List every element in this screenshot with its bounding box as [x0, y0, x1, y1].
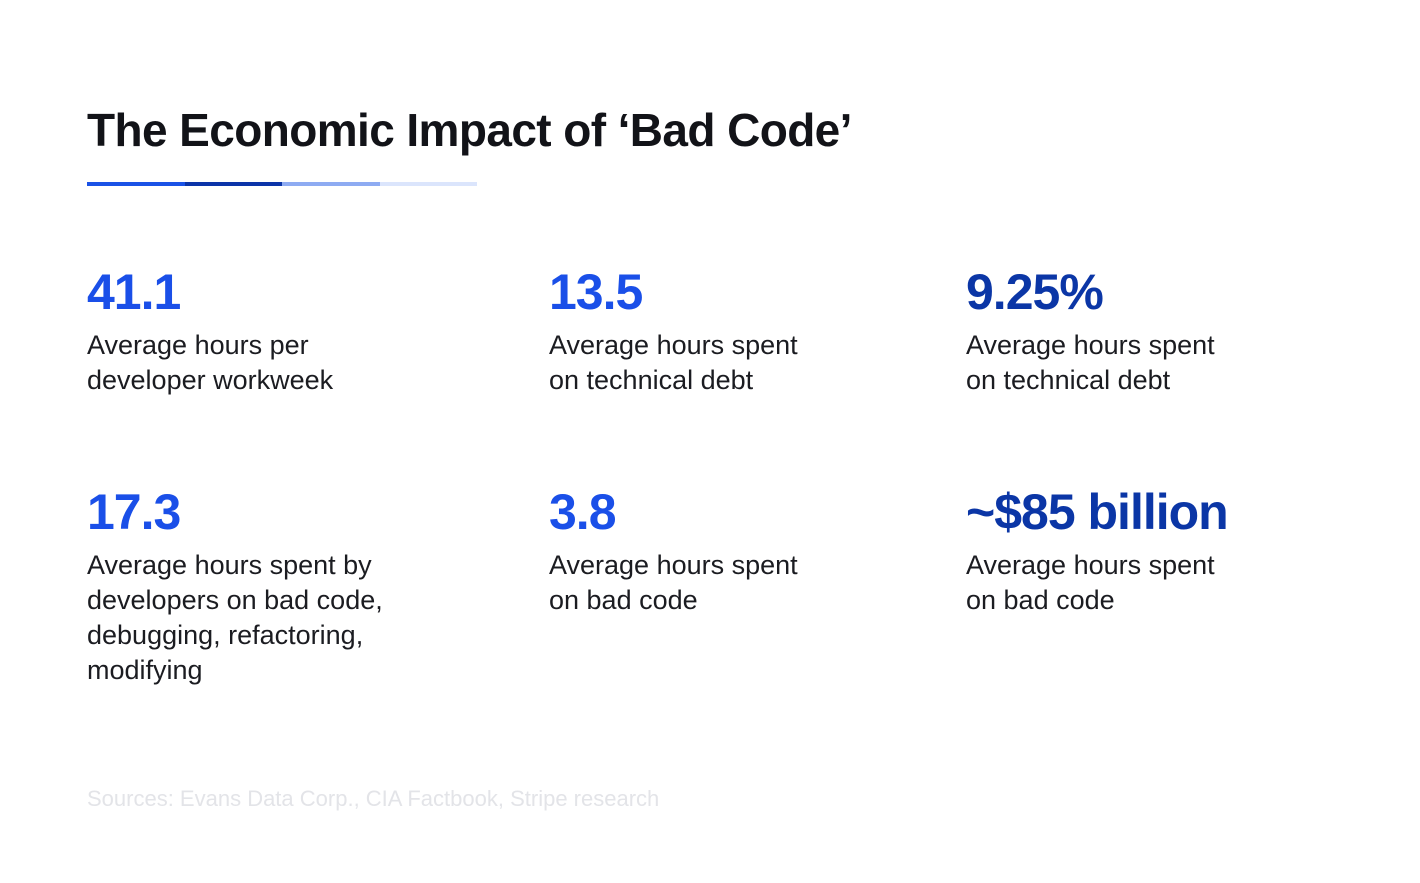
stat-value: 9.25%	[966, 264, 1104, 320]
title-underline-segment-2	[184, 182, 282, 186]
stat-label: Average hours spent on technical debt	[549, 330, 798, 395]
stat-label: Average hours spent on bad code	[966, 550, 1215, 615]
stat-hours-bad-code: 3.8 Average hours spent on bad code	[549, 484, 798, 618]
stat-hours-bad-code-total: 17.3 Average hours spent by developers o…	[87, 484, 383, 688]
stat-percent-technical-debt: 9.25% Average hours spent on technical d…	[966, 264, 1215, 398]
stat-value: ~$85 billion	[966, 484, 1229, 540]
page-title: The Economic Impact of ‘Bad Code’	[87, 104, 852, 156]
stat-label: Average hours spent on bad code	[549, 550, 798, 615]
stat-value: 17.3	[87, 484, 181, 540]
stat-value: 3.8	[549, 484, 617, 540]
title-underline-segment-4	[379, 182, 477, 186]
stat-hours-per-workweek: 41.1 Average hours per developer workwee…	[87, 264, 333, 398]
title-underline-segment-1	[87, 182, 185, 186]
stat-value: 41.1	[87, 264, 181, 320]
stat-value: 13.5	[549, 264, 643, 320]
stat-label: Average hours spent by developers on bad…	[87, 550, 383, 685]
stat-hours-technical-debt: 13.5 Average hours spent on technical de…	[549, 264, 798, 398]
stat-cost-bad-code: ~$85 billion Average hours spent on bad …	[966, 484, 1229, 618]
sources-note: Sources: Evans Data Corp., CIA Factbook,…	[87, 786, 660, 811]
stat-label: Average hours per developer workweek	[87, 330, 334, 395]
title-underline	[87, 182, 477, 186]
title-underline-segment-3	[282, 182, 380, 186]
stat-label: Average hours spent on technical debt	[966, 330, 1215, 395]
